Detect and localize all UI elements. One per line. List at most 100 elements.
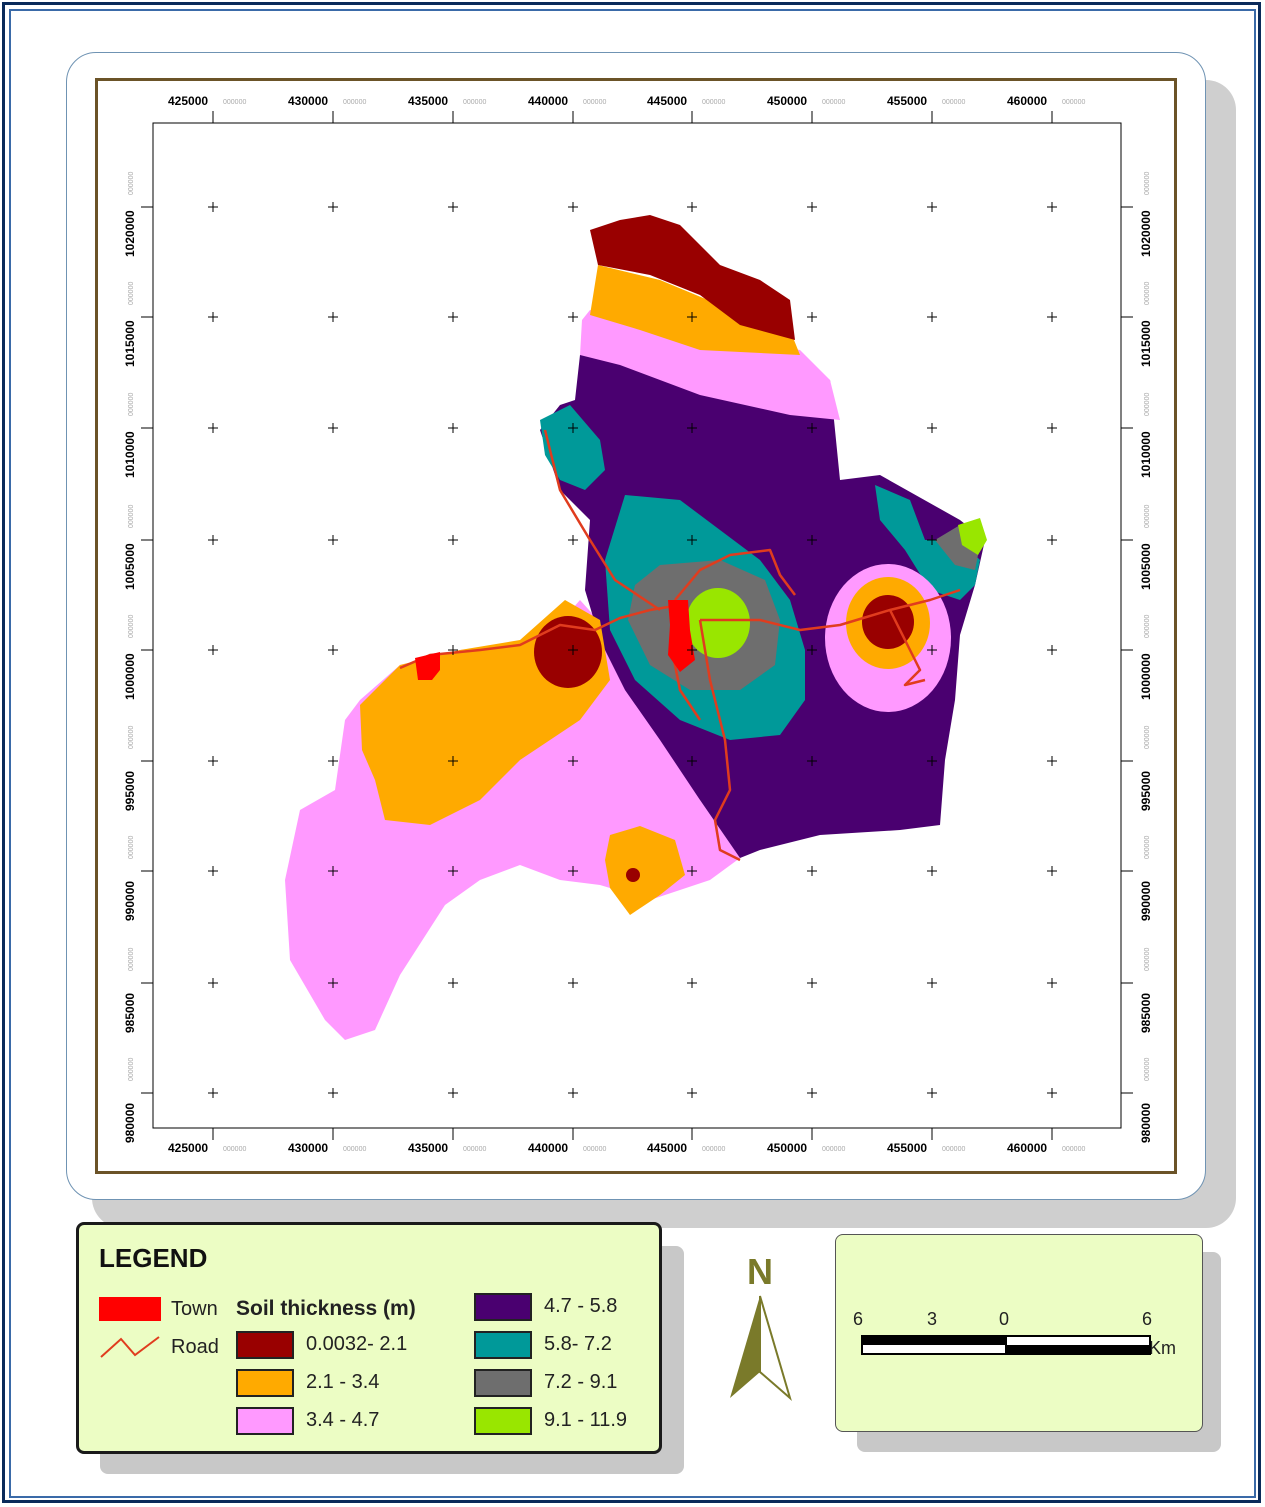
y-tick-sublabel: 000000 (128, 726, 135, 749)
y-tick-sublabel: 000000 (1144, 393, 1151, 416)
scale-bar-panel: 6 3 0 6 Km (835, 1234, 1203, 1432)
road-east (700, 588, 961, 632)
legend-swatch (474, 1407, 532, 1435)
inner-frame (9, 9, 1256, 1498)
scale-bar (861, 1335, 1151, 1355)
y-tick-sublabel: 000000 (128, 948, 135, 971)
y-tick-sublabel: 000000 (128, 505, 135, 528)
legend-title: LEGEND (99, 1243, 208, 1273)
y-tick-label: 1005000 (1139, 543, 1153, 590)
y-tick-label: 1015000 (123, 320, 137, 367)
y-tick-label: 1010000 (1139, 431, 1153, 478)
y-tick-sublabel: 000000 (1144, 948, 1151, 971)
y-tick-label: 985000 (123, 993, 137, 1033)
zone-9.1-11.9-center (686, 588, 750, 658)
x-tick-sublabel: 000000 (343, 99, 366, 106)
y-tick-label: 980000 (123, 1103, 137, 1143)
soil-thickness-map: 425000 000000 430000 000000 435000 000000 4400… (123, 94, 1153, 1155)
north-label: N (747, 1252, 773, 1292)
x-tick-label: 425000 (168, 1141, 208, 1155)
x-tick-sublabel: 000000 (1062, 1146, 1085, 1153)
y-tick-sublabel: 000000 (1144, 505, 1151, 528)
x-tick-label: 455000 (887, 94, 927, 108)
y-tick-label: 1000000 (1139, 653, 1153, 700)
y-tick-sublabel: 000000 (128, 615, 135, 638)
x-tick-label: 425000 (168, 94, 208, 108)
legend-class-label: 2.1 - 3.4 (306, 1371, 380, 1393)
y-tick-label: 980000 (1139, 1103, 1153, 1143)
zone-5.8-7.2-west (540, 405, 605, 490)
zone-0.0032-2.1-west (534, 616, 602, 688)
x-tick-sublabel: 000000 (702, 1146, 725, 1153)
town-west (415, 652, 440, 680)
x-tick-sublabel: 000000 (822, 1146, 845, 1153)
x-tick-label: 445000 (647, 1141, 687, 1155)
x-tick-sublabel: 000000 (223, 99, 246, 106)
road-northwest (543, 429, 661, 612)
y-tick-sublabel: 000000 (1144, 615, 1151, 638)
x-tick-sublabel: 000000 (583, 1146, 606, 1153)
x-tick-sublabel: 000000 (463, 99, 486, 106)
map-frame (95, 78, 1177, 1174)
road-east-loop (888, 609, 926, 687)
scale-label-0: 0 (999, 1309, 1010, 1329)
x-tick-sublabel: 000000 (702, 99, 725, 106)
y-tick-sublabel: 000000 (1144, 172, 1151, 195)
zone-2.1-3.4-south (605, 826, 685, 915)
x-tick-label: 445000 (647, 94, 687, 108)
y-tick-sublabel: 000000 (1144, 282, 1151, 305)
road-north (674, 548, 796, 601)
x-tick-label: 460000 (1007, 94, 1047, 108)
town-label: Town (171, 1298, 218, 1320)
x-tick-sublabel: 000000 (942, 1146, 965, 1153)
y-tick-label: 985000 (1139, 993, 1153, 1033)
road-network (399, 429, 961, 862)
y-tick-label: 1020000 (1139, 210, 1153, 257)
y-tick-label: 1015000 (1139, 320, 1153, 367)
zone-2.1-3.4-north (590, 265, 800, 355)
y-tick-label: 995000 (1139, 771, 1153, 811)
y-tick-label: 990000 (123, 881, 137, 921)
x-tick-label: 440000 (528, 94, 568, 108)
x-ticks-bottom: 425000 000000 430000 000000 435000 000000 4400… (168, 1128, 1085, 1155)
legend-class-label: 0.0032- 2.1 (306, 1333, 408, 1355)
x-tick-label: 435000 (408, 94, 448, 108)
road-west (399, 603, 681, 670)
x-tick-sublabel: 000000 (942, 99, 965, 106)
road-label: Road (171, 1336, 219, 1358)
legend-swatch (474, 1331, 532, 1359)
zone-0.0032-2.1-south (626, 868, 640, 882)
x-tick-label: 430000 (288, 1141, 328, 1155)
y-tick-sublabel: 000000 (1144, 726, 1151, 749)
y-ticks-left: 1020000 000000 1015000 000000 1010000 000000 1… (123, 172, 153, 1143)
y-tick-sublabel: 000000 (128, 1058, 135, 1081)
x-tick-sublabel: 000000 (583, 99, 606, 106)
north-arrow-icon: N (730, 1251, 792, 1401)
y-ticks-right: 1020000 000000 1015000 000000 1010000 000000 1… (1121, 172, 1153, 1143)
y-tick-sublabel: 000000 (128, 282, 135, 305)
x-tick-label: 450000 (767, 94, 807, 108)
zone-9.1-11.9-northeast (958, 518, 987, 555)
y-tick-sublabel: 000000 (128, 172, 135, 195)
x-tick-label: 435000 (408, 1141, 448, 1155)
legend-class-label: 9.1 - 11.9 (544, 1409, 628, 1431)
y-tick-label: 1020000 (123, 210, 137, 257)
legend-swatch (236, 1407, 294, 1435)
y-tick-sublabel: 000000 (1144, 1058, 1151, 1081)
legend: LEGEND Town Road Soil thickness (m) 0.00… (76, 1222, 662, 1454)
town-center (668, 600, 695, 672)
x-tick-sublabel: 000000 (343, 1146, 366, 1153)
road-south (698, 619, 741, 862)
legend-swatch (474, 1369, 532, 1397)
x-tick-label: 440000 (528, 1141, 568, 1155)
y-tick-label: 990000 (1139, 881, 1153, 921)
x-tick-sublabel: 000000 (223, 1146, 246, 1153)
zone-3.4-4.7-north (580, 310, 840, 420)
legend-class-label: 5.8- 7.2 (544, 1333, 612, 1355)
x-tick-label: 450000 (767, 1141, 807, 1155)
x-ticks-top: 425000 000000 430000 000000 435000 000000 4400… (168, 94, 1085, 123)
x-tick-label: 455000 (887, 1141, 927, 1155)
legend-swatch (236, 1331, 294, 1359)
y-tick-label: 995000 (123, 771, 137, 811)
soil-thickness-heading: Soil thickness (m) (236, 1297, 416, 1320)
